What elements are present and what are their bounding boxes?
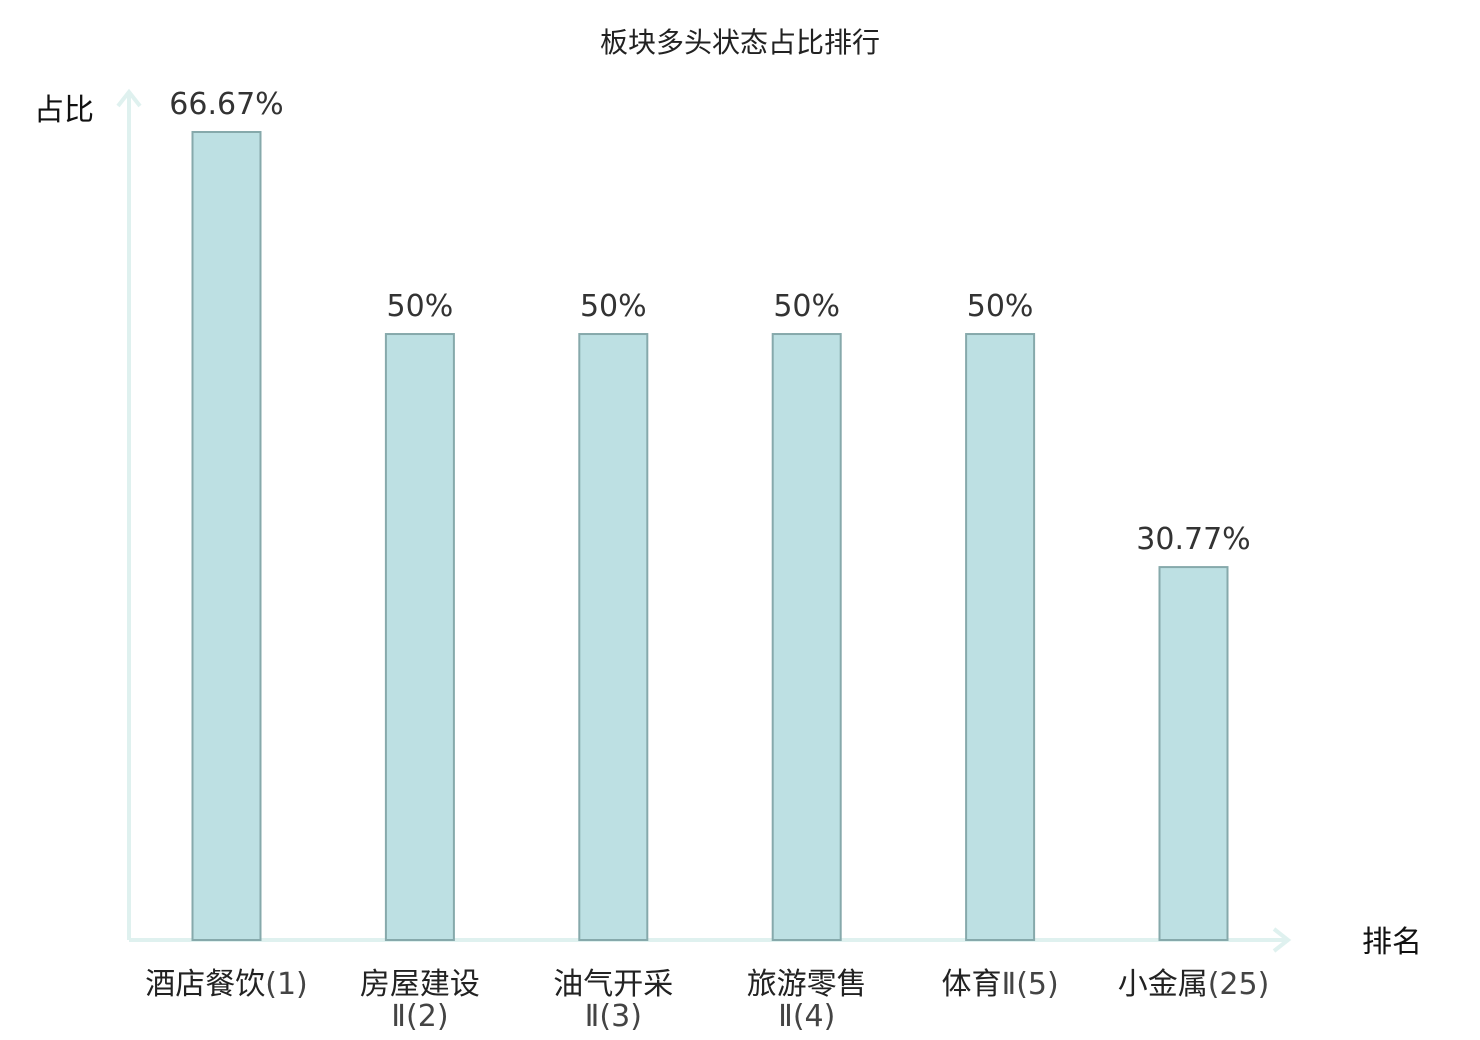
y-axis-label: 占比 xyxy=(34,93,94,128)
bars xyxy=(191,131,1229,942)
data-label: 50% xyxy=(580,289,647,324)
x-axis-label: 排名 xyxy=(1362,925,1422,960)
x-tick-label: 旅游零售 xyxy=(747,967,867,1002)
bar xyxy=(1158,566,1229,941)
bar xyxy=(384,333,455,942)
bar xyxy=(578,333,649,942)
data-label: 50% xyxy=(967,289,1034,324)
category-name: 小金属 xyxy=(1118,967,1208,1002)
category-rank: Ⅱ(3) xyxy=(585,999,642,1034)
category-rank: Ⅱ(2) xyxy=(391,999,448,1034)
category-name: 酒店餐饮 xyxy=(145,967,265,1002)
chart-title: 板块多头状态占比排行 xyxy=(600,26,880,59)
data-label: 30.77% xyxy=(1136,522,1250,557)
category-rank: (25) xyxy=(1208,967,1270,1002)
data-label: 50% xyxy=(387,289,454,324)
x-axis xyxy=(129,927,1292,953)
category-name: 房屋建设 xyxy=(360,967,480,1002)
category-name: 油气开采 xyxy=(553,967,673,1002)
x-tick-label: 体育Ⅱ(5) xyxy=(941,967,1058,1002)
y-axis xyxy=(116,88,142,940)
bar xyxy=(771,333,842,942)
x-tick-label: 小金属(25) xyxy=(1118,967,1270,1002)
x-tick-label: 油气开采 xyxy=(553,967,673,1002)
data-label: 66.67% xyxy=(169,87,283,122)
category-rank: (1) xyxy=(265,967,308,1002)
category-rank: Ⅱ(4) xyxy=(778,999,835,1034)
category-name: 体育 xyxy=(941,967,1001,1002)
category-rank: Ⅱ(5) xyxy=(1001,967,1058,1002)
x-tick-label: 酒店餐饮(1) xyxy=(145,967,308,1002)
bar xyxy=(965,333,1036,942)
bar xyxy=(191,131,262,941)
category-name: 旅游零售 xyxy=(747,967,867,1002)
x-tick-label: 房屋建设 xyxy=(360,967,480,1002)
data-label: 50% xyxy=(773,289,840,324)
value-labels: 66.67% 50% 50% 50% 50% 30.77% xyxy=(169,87,1250,557)
